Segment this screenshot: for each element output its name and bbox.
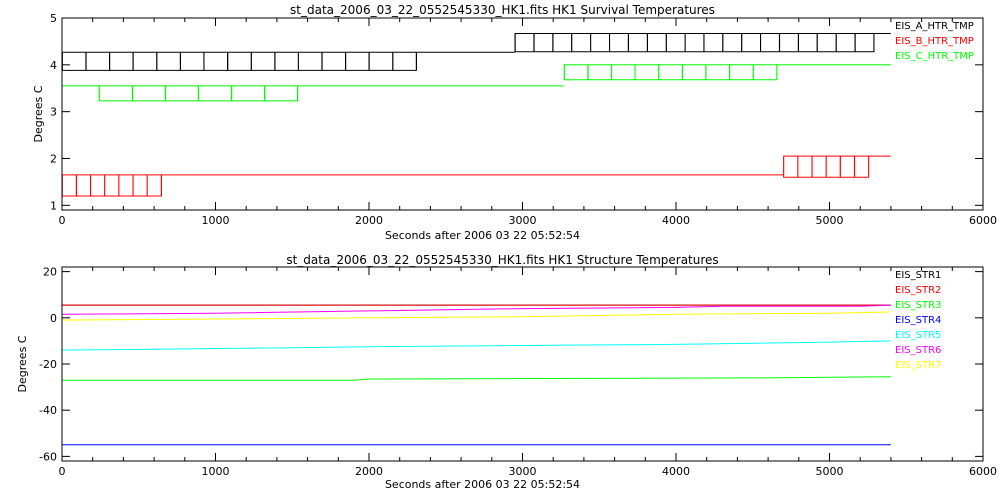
x-tick-label: 4000: [662, 214, 690, 227]
series-line-eis-str7: [61, 311, 891, 321]
series-group: [61, 304, 891, 446]
legend-entry-eis-b-htr-tmp: EIS_B_HTR_TMP: [895, 36, 974, 47]
chart-title: st_data_2006_03_22_0552545330_HK1.fits H…: [290, 3, 715, 17]
y-tick-label: 0: [50, 312, 57, 325]
x-axis-label: Seconds after 2006 03 22 05:52:54: [385, 478, 580, 491]
y-tick-label: 20: [43, 266, 57, 279]
legend-entry-eis-str7: EIS_STR7: [895, 360, 941, 371]
series-line-eis-str3: [62, 376, 891, 381]
series-line-eis-c-htr-tmp: [62, 64, 891, 102]
series-line-eis-str5: [61, 340, 891, 351]
x-tick-label: 4000: [662, 465, 690, 478]
y-tick-label: 4: [50, 59, 57, 72]
legend: EIS_STR1 EIS_STR2 EIS_STR3 EIS_STR4 EIS_STR5…: [895, 270, 941, 371]
y-tick-label: 1: [50, 199, 57, 212]
x-tick-label: 0: [59, 465, 66, 478]
x-tick-label: 2000: [355, 214, 383, 227]
legend-entry-eis-str4: EIS_STR4: [895, 315, 941, 326]
series-line-eis-a-htr-tmp: [61, 33, 891, 71]
x-tick-label: 6000: [969, 465, 997, 478]
legend-entry-eis-str1: EIS_STR1: [895, 270, 941, 281]
x-tick-label: 0: [59, 214, 66, 227]
x-tick-label: 3000: [509, 465, 537, 478]
y-tick-label: -40: [39, 404, 57, 417]
x-tick-label: 1000: [202, 214, 230, 227]
legend-entry-eis-str6: EIS_STR6: [895, 345, 941, 356]
series-group: [61, 33, 891, 197]
plot-frame: [61, 17, 984, 211]
y-tick-label: -20: [39, 358, 57, 371]
x-tick-label: 6000: [969, 214, 997, 227]
y-tick-label: -60: [39, 450, 57, 463]
legend-entry-eis-str2: EIS_STR2: [895, 285, 941, 296]
x-tick-label: 1000: [202, 465, 230, 478]
x-axis-label: Seconds after 2006 03 22 05:52:54: [385, 229, 580, 242]
legend-entry-eis-c-htr-tmp: EIS_C_HTR_TMP: [895, 51, 974, 62]
legend-entry-eis-str5: EIS_STR5: [895, 330, 941, 341]
x-tick-label: 3000: [509, 214, 537, 227]
y-axis-label: Degrees C: [32, 85, 45, 142]
legend-entry-eis-str3: EIS_STR3: [895, 300, 941, 311]
legend: EIS_A_HTR_TMP EIS_B_HTR_TMP EIS_C_HTR_TMP: [895, 21, 974, 62]
y-tick-label: 2: [50, 152, 57, 165]
y-tick-label: 3: [50, 106, 57, 119]
legend-entry-eis-a-htr-tmp: EIS_A_HTR_TMP: [895, 21, 974, 32]
structure-temperatures-chart: 0 1000 2000 3000 4000 5000 6000 -60 -40 -20 0 20 st_…: [16, 253, 997, 491]
x-tick-label: 2000: [355, 465, 383, 478]
survival-temperatures-chart: 0 1000 2000 3000 4000 5000 6000 1 2 3 4 5 st_data_20…: [32, 3, 997, 242]
y-axis-label: Degrees C: [16, 335, 29, 392]
y-tick-label: 5: [50, 12, 57, 25]
series-line-eis-str6: [61, 304, 891, 315]
x-tick-label: 5000: [816, 465, 844, 478]
x-tick-label: 5000: [816, 214, 844, 227]
chart-title: st_data_2006_03_22_0552545330_HK1.fits H…: [286, 253, 718, 267]
plot-frame: [61, 266, 984, 462]
series-line-eis-b-htr-tmp: [61, 155, 891, 197]
